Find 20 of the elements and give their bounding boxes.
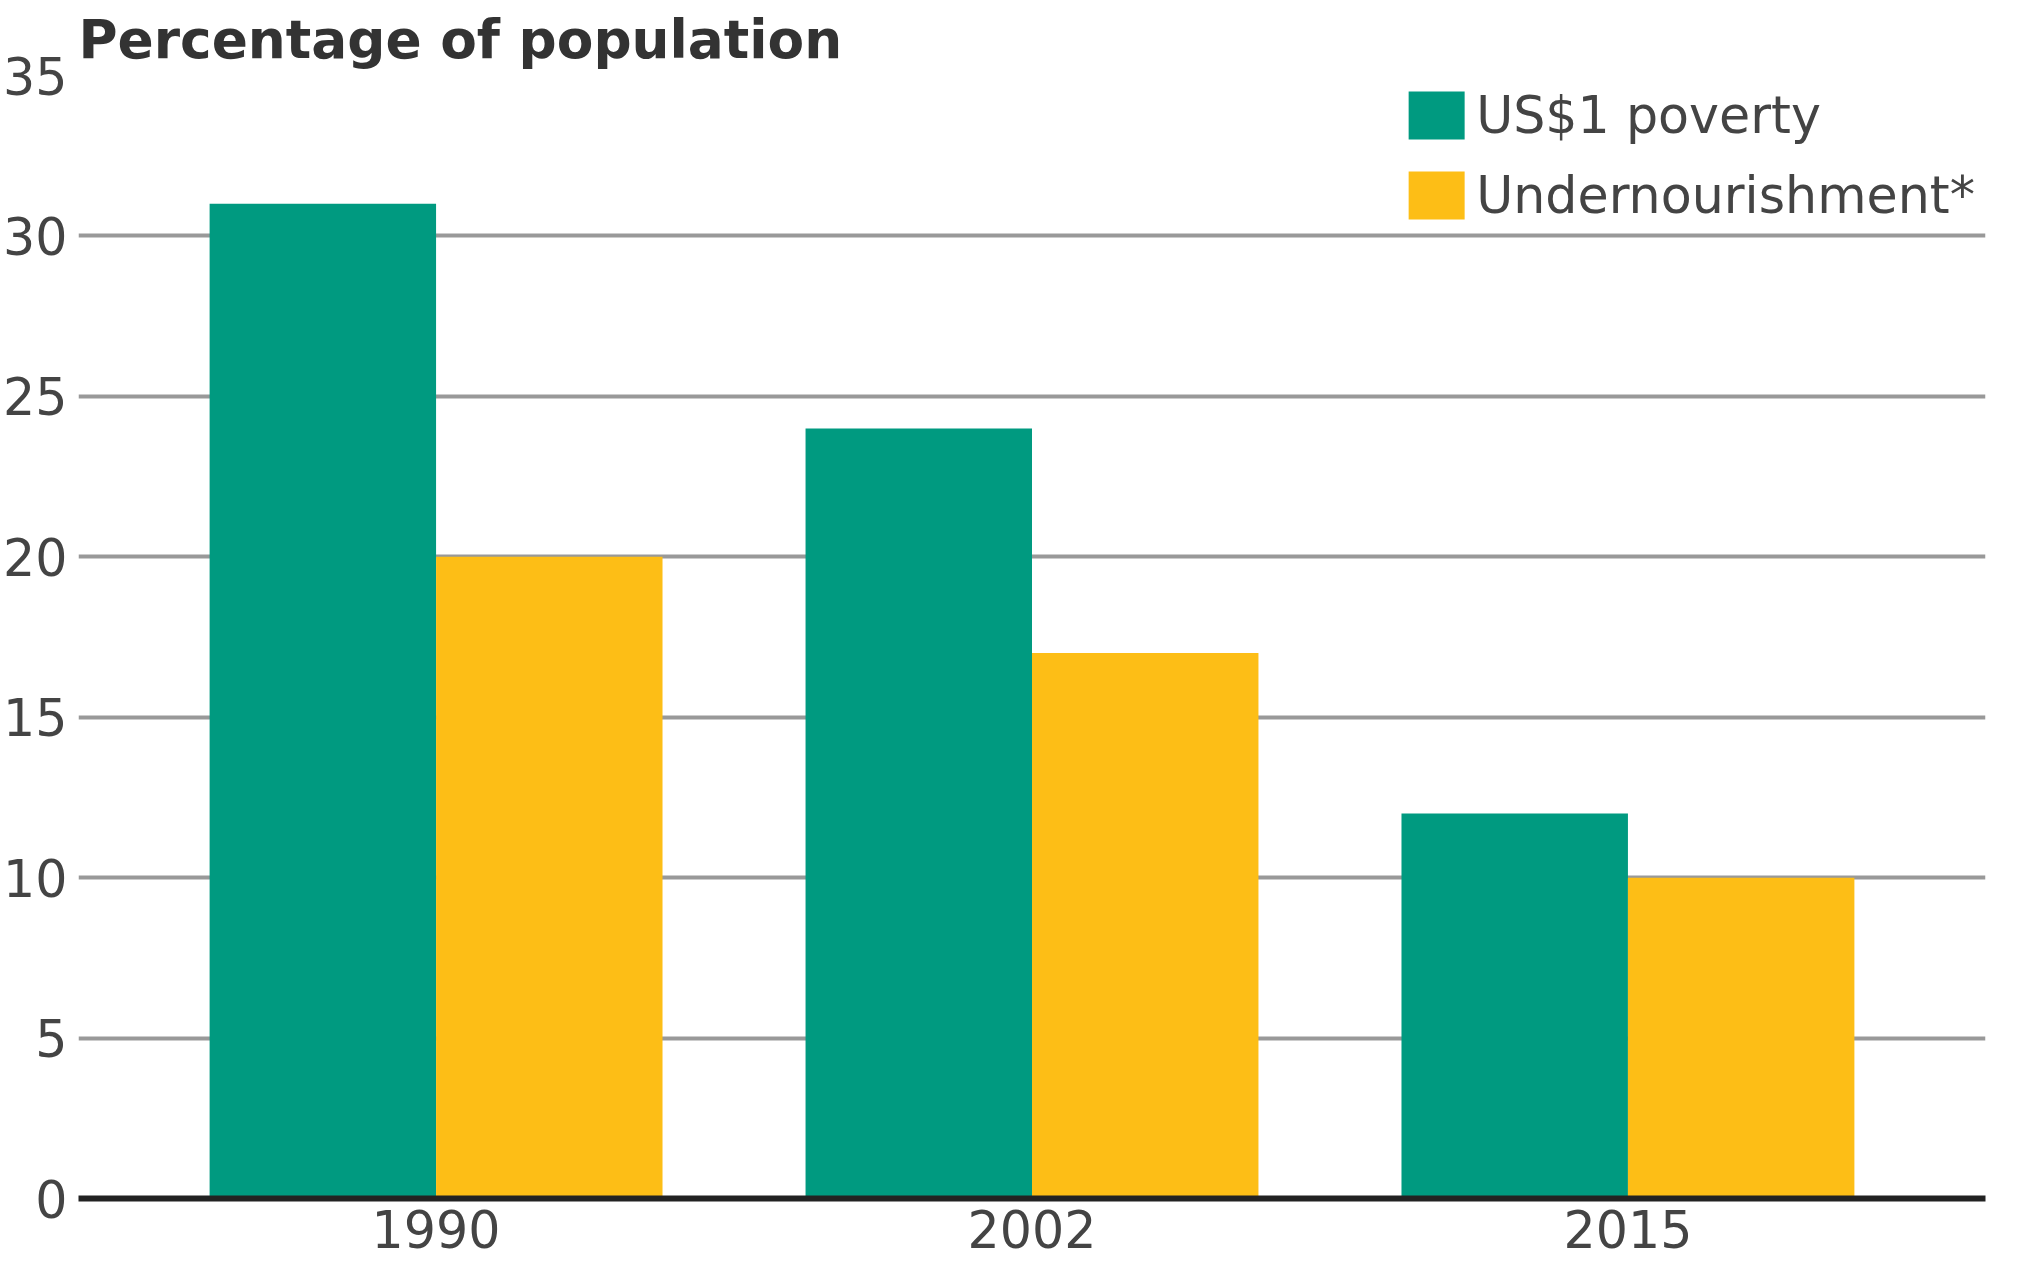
legend-label: Undernourishment* [1476, 165, 1975, 225]
y-axis-title: Percentage of population [78, 7, 843, 71]
bar [1627, 877, 1855, 1199]
bar [1032, 653, 1259, 1199]
x-tick-label: 1990 [371, 1200, 501, 1260]
y-tick-label: 0 [35, 1170, 68, 1230]
y-tick-label: 10 [3, 849, 68, 909]
legend-label: US$1 poverty [1476, 85, 1821, 145]
bar [805, 428, 1032, 1199]
y-tick-label: 5 [35, 1010, 68, 1070]
x-tick-label: 2002 [967, 1200, 1097, 1260]
y-tick-label: 35 [3, 47, 68, 107]
y-tick-label: 25 [3, 368, 68, 428]
y-tick-label: 30 [3, 207, 68, 267]
x-tick-label: 2015 [1563, 1200, 1693, 1260]
bar [209, 203, 437, 1199]
bar [1401, 813, 1628, 1199]
y-tick-label: 20 [3, 528, 68, 588]
bar [436, 556, 663, 1199]
y-tick-label: 15 [3, 689, 68, 749]
